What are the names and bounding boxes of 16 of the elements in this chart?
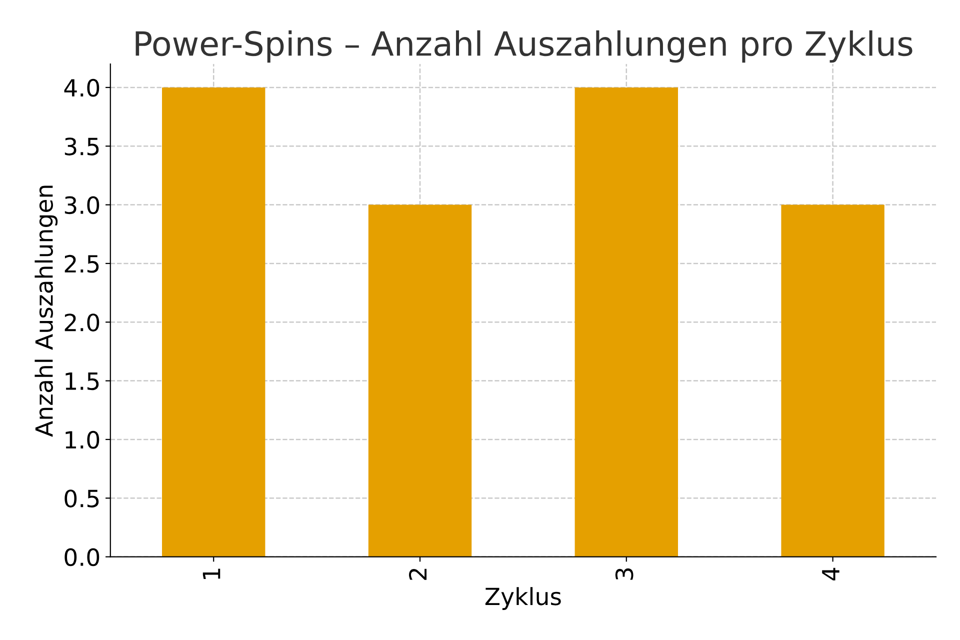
y-tick-label: 0.5 [64,490,99,508]
x-tick-label: 3 [615,568,634,580]
y-tick-label: 2.0 [64,314,100,332]
chart-title: Power-Spins – Anzahl Auszahlungen pro Zyklus [136,30,912,63]
y-tick-label: 0.0 [64,548,100,566]
x-tick-label: 4 [822,568,840,580]
y-tick-label: 3.0 [64,196,100,214]
x-tick-label: 2 [408,568,427,580]
y-tick-label: 2.5 [64,254,99,273]
y-tick-label: 4.0 [64,78,100,97]
y-tick-label: 1.5 [66,372,99,390]
x-tick-label: 1 [202,568,220,579]
y-axis-title: Anzahl Auszahlungen [34,186,58,437]
x-axis-title: Zyklus [485,587,561,610]
y-tick-label: 1.0 [66,430,100,449]
y-tick-label: 3.5 [64,138,99,156]
